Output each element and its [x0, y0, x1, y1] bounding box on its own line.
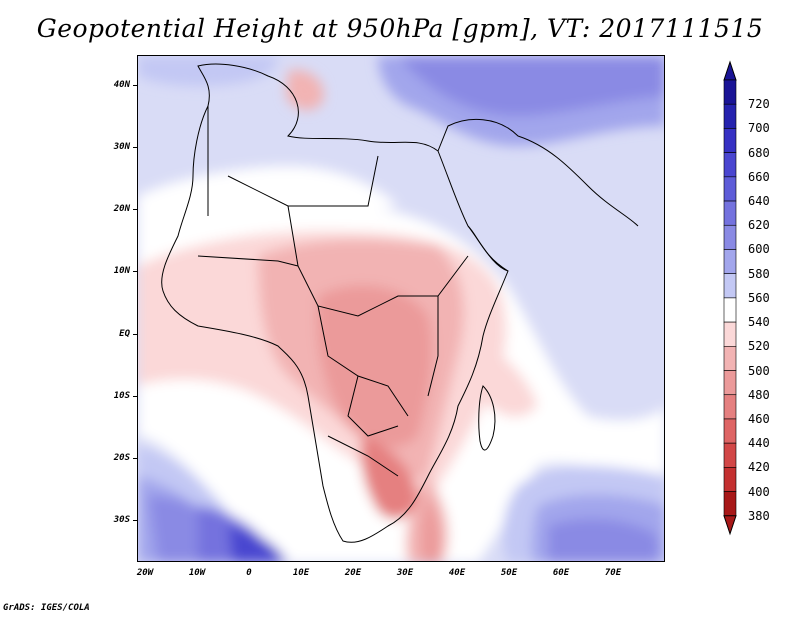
colorbar-level-label: 600: [748, 242, 770, 257]
colorbar-swatch: [723, 128, 737, 153]
colorbar-swatch: [723, 394, 737, 420]
lon-label: 20E: [344, 568, 362, 578]
lon-label: 30E: [396, 568, 414, 578]
colorbar-swatch: [723, 467, 737, 492]
lat-tick: [133, 271, 137, 272]
lat-label: 20S: [113, 453, 130, 463]
colorbar-level-label: 620: [748, 218, 770, 233]
lat-tick: [133, 147, 137, 148]
lat-tick: [133, 520, 137, 521]
lat-label: 30S: [113, 515, 130, 525]
colorbar-swatch: [723, 346, 737, 371]
lon-label: 20W: [136, 568, 154, 578]
colorbar-level-label: 460: [748, 411, 770, 426]
colorbar-top-arrow: [723, 60, 737, 81]
lat-tick: [133, 458, 137, 459]
lon-label: 70E: [604, 568, 622, 578]
lat-label: EQ: [119, 329, 130, 339]
colorbar-swatch: [723, 224, 737, 250]
colorbar-bottom-arrow: [723, 515, 737, 536]
colorbar-level-label: 540: [748, 315, 770, 330]
colorbar-level-label: 400: [748, 484, 770, 499]
geopotential-field: [138, 56, 664, 561]
lon-label: 10W: [188, 568, 206, 578]
colorbar-swatch: [723, 297, 737, 323]
map-panel: [137, 55, 665, 562]
colorbar-swatch: [723, 442, 737, 468]
lat-tick: [133, 209, 137, 210]
colorbar-level-label: 440: [748, 436, 770, 451]
lat-label: 30N: [113, 142, 130, 152]
colorbar-swatch: [723, 370, 737, 396]
colorbar-swatch: [723, 249, 737, 274]
lon-label: 10E: [292, 568, 310, 578]
colorbar-level-label: 660: [748, 169, 770, 184]
colorbar-swatch: [723, 200, 737, 226]
lon-label: 60E: [552, 568, 570, 578]
lon-label: 50E: [500, 568, 518, 578]
colorbar-swatch: [723, 103, 737, 129]
lon-label: 40E: [448, 568, 466, 578]
colorbar-level-label: 500: [748, 363, 770, 378]
coastlines: [161, 63, 639, 543]
lat-tick: [133, 396, 137, 397]
colorbar-level-label: 720: [748, 97, 770, 112]
colorbar-level-label: 680: [748, 145, 770, 160]
colorbar-level-label: 560: [748, 290, 770, 305]
colorbar-level-label: 520: [748, 339, 770, 354]
colorbar-swatch: [723, 491, 737, 517]
footer-credit: GrADS: IGES/COLA: [3, 603, 90, 613]
lat-label: 20N: [113, 204, 130, 214]
colorbar-level-label: 640: [748, 194, 770, 209]
colorbar-swatch: [723, 418, 737, 444]
lat-tick: [133, 334, 137, 335]
chart-title: Geopotential Height at 950hPa [gpm], VT:…: [36, 14, 764, 43]
colorbar-swatch: [723, 321, 737, 347]
lat-tick: [133, 85, 137, 86]
colorbar-swatch: [723, 176, 737, 202]
lon-label: 0: [246, 568, 252, 578]
colorbar-swatch: [723, 79, 737, 105]
colorbar-level-label: 580: [748, 266, 770, 281]
field-contours: [138, 56, 664, 561]
colorbar-swatch: [723, 273, 737, 299]
lat-label: 10S: [113, 391, 130, 401]
colorbar-level-label: 700: [748, 121, 770, 136]
colorbar-swatch: [723, 152, 737, 178]
lat-label: 40N: [113, 80, 130, 90]
colorbar-level-label: 480: [748, 387, 770, 402]
colorbar-level-label: 420: [748, 460, 770, 475]
colorbar-level-label: 380: [748, 508, 770, 523]
lat-label: 10N: [113, 266, 130, 276]
colorbar: [723, 60, 737, 536]
